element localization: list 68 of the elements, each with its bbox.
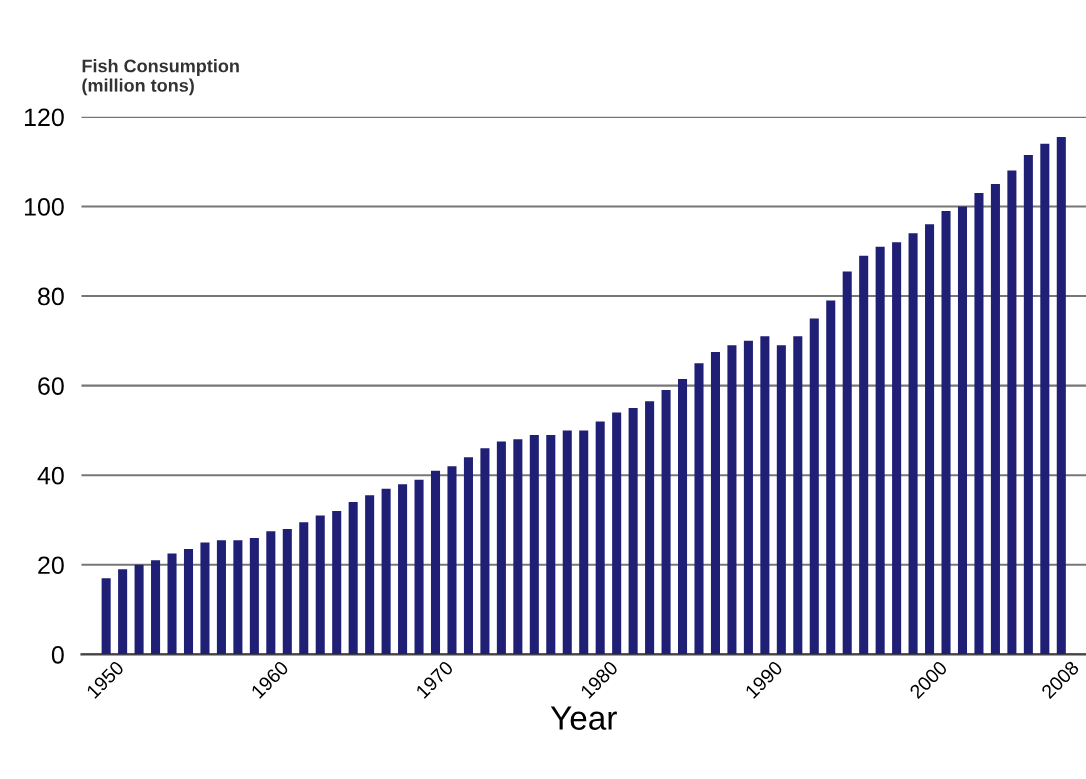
bar [710,352,720,655]
bar [496,441,506,655]
bar [529,434,539,655]
bar [957,206,968,655]
bar [727,345,737,655]
bar [612,412,622,655]
bar [118,569,128,655]
bar [381,488,391,655]
bar [579,430,589,655]
bar [183,549,194,655]
x-axis-title: Year [550,706,617,730]
y-tick-label: 40 [37,466,64,485]
bar [562,430,572,655]
bar [595,421,605,655]
bar [282,528,292,655]
y-tick-label: 80 [38,287,64,306]
bar [398,484,408,655]
bar [809,318,819,655]
bar [990,184,1000,655]
bar [859,255,869,655]
bar [266,531,276,655]
bar [1023,154,1033,655]
bar [743,340,753,655]
bar [776,345,786,655]
y-tick-label: 120 [24,108,64,127]
bar [332,511,342,655]
bar [892,242,902,655]
bar [216,540,226,655]
bar [101,578,111,655]
bar [430,470,441,655]
bar [645,401,655,655]
bar [908,233,918,655]
y-tick-label: 100 [24,198,64,216]
bar [678,378,688,655]
bar [941,210,951,655]
bar [875,246,885,655]
bar [1056,137,1066,655]
bar [1007,170,1017,655]
bar [793,336,803,655]
bar [1040,143,1050,655]
bar [447,466,457,655]
bar [365,495,375,655]
bar [233,540,243,655]
bar [414,479,424,655]
bar [661,390,671,655]
bar [513,439,523,655]
bar [974,193,984,655]
bar [315,515,325,655]
bar [249,537,259,655]
bar [546,434,556,655]
bar [694,363,704,655]
bar [299,522,309,655]
y-tick-label: 20 [38,556,64,575]
bar [134,564,144,655]
bar [842,271,852,655]
bar [760,336,770,655]
bar [463,457,473,655]
bar [200,542,210,655]
bar [826,300,836,655]
bar [628,408,638,655]
y-tick-label: 0 [51,645,64,664]
bar [348,502,358,655]
bar [151,560,161,655]
y-tick-label: 60 [38,377,64,395]
bar [925,224,935,655]
bar [480,448,490,655]
y-axis-title: Fish Consumption (million tons) [82,59,239,96]
bar [167,553,177,655]
